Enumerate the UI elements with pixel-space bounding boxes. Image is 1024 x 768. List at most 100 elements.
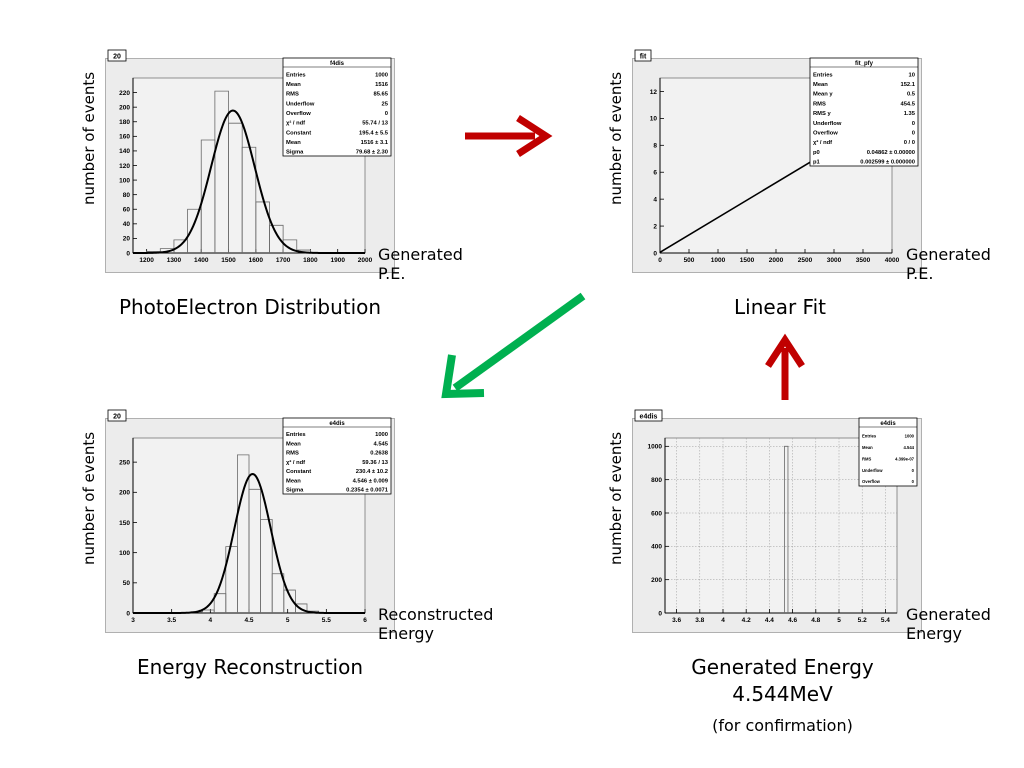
stats-value: 1000 <box>375 432 388 438</box>
x-tick-label: 4.4 <box>765 617 774 624</box>
x-tick-label: 5.5 <box>322 617 331 624</box>
x-tick-label: 5 <box>837 617 841 624</box>
x-tick-label: 4 <box>209 617 213 624</box>
y-tick-label: 40 <box>123 221 131 228</box>
stats-value: 454.5 <box>900 101 915 107</box>
chart-tag-box <box>634 409 663 422</box>
y-tick-label: 10 <box>650 116 658 123</box>
stats-label: RMS <box>286 92 299 98</box>
stats-label: Underflow <box>862 468 883 473</box>
y-tick-label: 0 <box>658 610 662 617</box>
linfit-caption: Linear Fit <box>734 295 826 319</box>
stats-label: Underflow <box>286 101 315 107</box>
stats-value: 55.74 / 13 <box>362 121 389 127</box>
y-tick-label: 120 <box>119 163 130 170</box>
y-tick-label: 100 <box>119 550 130 557</box>
stats-label: Sigma <box>286 150 304 156</box>
stats-value: 0 <box>912 130 915 136</box>
x-tick-label: 5.4 <box>881 617 890 624</box>
erec-histogram: 20 3 3.5 4 4.5 5 5.5 6 0 50 100 150 200 250 e4dis Entri… <box>105 409 395 633</box>
x-tick-label: 5.2 <box>858 617 867 624</box>
stats-title: f4dis <box>330 61 345 67</box>
stats-title: e4dis <box>329 421 345 427</box>
egen-histogram: e4dis 3.6 3.8 4 4.2 4.4 4.6 4.8 5 5.2 5.4 0 200 400 60… <box>632 409 922 633</box>
stats-label: Entries <box>862 434 877 439</box>
stats-label: χ² / ndf <box>286 459 305 466</box>
stats-label: Mean <box>813 82 828 88</box>
stats-value: 0 <box>912 479 915 484</box>
egen-caption-line1: Generated Energy <box>691 655 874 679</box>
stats-value: 4.399e-07 <box>895 456 915 461</box>
x-tick-label: 1500 <box>740 257 755 264</box>
stats-value: 195.4 ± 5.5 <box>359 130 389 136</box>
stats-title: e4dis <box>880 421 896 427</box>
y-tick-label: 0 <box>126 250 130 257</box>
y-tick-label: 20 <box>123 236 131 243</box>
histogram-bin <box>282 239 298 253</box>
stats-value: 1516 <box>375 82 389 88</box>
x-tick-label: 1000 <box>711 257 726 264</box>
stats-label: Mean <box>286 82 301 88</box>
x-tick-label: 3.6 <box>672 617 681 624</box>
stats-value: 4.544 <box>904 445 915 450</box>
chart-tag: e4dis <box>640 414 658 421</box>
stats-value: 0.2354 ± 0.0071 <box>346 488 389 494</box>
y-tick-label: 4 <box>653 196 657 203</box>
x-tick-label: 3.5 <box>167 617 176 624</box>
stats-value: 1000 <box>375 72 388 78</box>
x-tick-label: 3000 <box>827 257 842 264</box>
stats-label: Underflow <box>813 121 842 127</box>
stats-value: 152.1 <box>900 82 915 88</box>
chart-tag-box <box>107 49 127 62</box>
stats-value: 0.2638 <box>370 451 389 457</box>
x-tick-label: 4.8 <box>811 617 820 624</box>
y-tick-label: 200 <box>119 104 130 111</box>
stats-value: 4.546 ± 0.009 <box>353 478 389 484</box>
stats-label: Constant <box>286 469 311 475</box>
y-tick-label: 6 <box>653 170 657 177</box>
stats-value: 85.65 <box>373 92 388 98</box>
x-tick-label: 4.5 <box>244 617 253 624</box>
stats-value: 0 <box>912 468 915 473</box>
x-tick-label: 3.8 <box>695 617 704 624</box>
y-tick-label: 220 <box>119 90 130 97</box>
histogram-bin <box>784 445 789 613</box>
stats-value: 10 <box>909 72 915 78</box>
stats-value: 4.545 <box>373 441 388 447</box>
y-tick-label: 150 <box>119 520 130 527</box>
x-tick-label: 1800 <box>303 257 318 264</box>
stats-label: RMS <box>813 101 826 107</box>
stats-label: Overflow <box>862 479 881 484</box>
histogram-bin <box>260 519 273 613</box>
stats-label: Mean y <box>813 92 833 98</box>
stats-label: Constant <box>286 130 311 136</box>
x-tick-label: 3 <box>131 617 135 624</box>
y-tick-label: 100 <box>119 177 130 184</box>
linfit-xlabel: Generated P.E. <box>906 245 991 283</box>
stats-label: RMS <box>286 451 299 457</box>
gaussian-fit-curve <box>133 472 365 614</box>
y-tick-label: 0 <box>653 250 657 257</box>
erec-xlabel: Reconstructed Energy <box>378 605 494 643</box>
stats-label: Mean <box>286 478 301 484</box>
stats-value: 0 <box>912 121 915 127</box>
y-tick-label: 1000 <box>648 444 663 451</box>
y-tick-label: 160 <box>119 134 130 141</box>
chart-tag-box <box>634 49 652 62</box>
x-tick-label: 1300 <box>167 257 182 264</box>
stats-label: p0 <box>813 150 820 156</box>
stats-value: 0 / 0 <box>904 140 915 146</box>
x-tick-label: 500 <box>684 257 695 264</box>
x-tick-label: 4 <box>721 617 725 624</box>
y-tick-label: 180 <box>119 119 130 126</box>
pe-caption: PhotoElectron Distribution <box>118 295 382 319</box>
x-tick-label: 2000 <box>358 257 373 264</box>
egen-subcaption: (for confirmation) <box>712 716 853 735</box>
y-tick-label: 50 <box>123 580 131 587</box>
x-tick-label: 0 <box>658 257 662 264</box>
stats-box <box>282 57 392 157</box>
stats-value: 1.35 <box>904 111 916 117</box>
y-tick-label: 800 <box>651 477 662 484</box>
green-arrow-down-left <box>441 292 586 399</box>
